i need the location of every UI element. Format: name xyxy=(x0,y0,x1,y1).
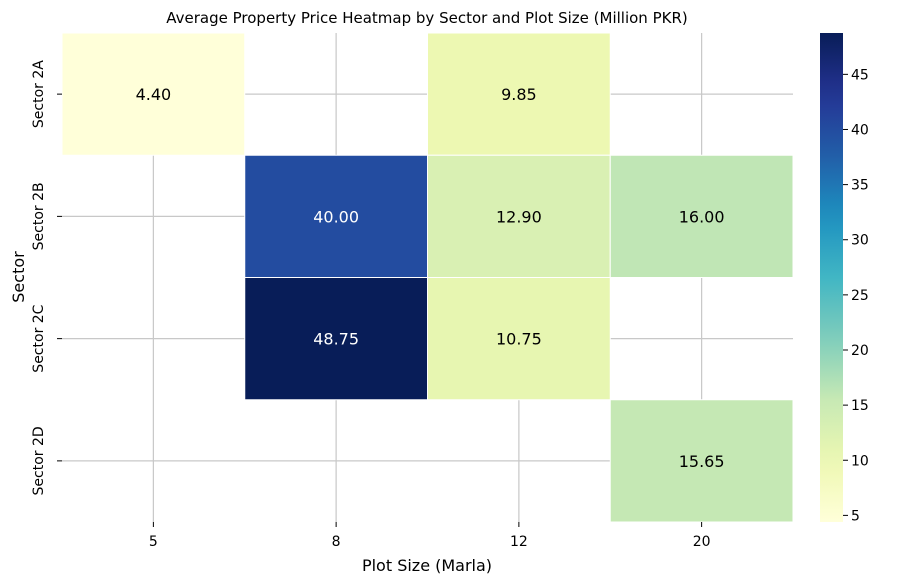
cell-value-label: 4.40 xyxy=(136,85,172,104)
cell-value-label: 15.65 xyxy=(679,452,725,471)
cell-value-label: 9.85 xyxy=(501,85,537,104)
colorbar xyxy=(820,33,843,522)
heatmap-cell xyxy=(427,277,611,401)
colorbar-tick-label: 20 xyxy=(851,343,869,359)
cell-value-label: 12.90 xyxy=(496,207,542,226)
colorbar-tick-label: 35 xyxy=(851,178,869,194)
heatmap-cell xyxy=(609,154,794,278)
colorbar-tick-label: 10 xyxy=(851,453,869,469)
y-tick-label: Sector 2C xyxy=(31,304,47,372)
x-tick-label: 5 xyxy=(149,534,158,550)
y-tick-label: Sector 2D xyxy=(31,426,47,495)
colorbar-tick-label: 45 xyxy=(851,67,869,83)
cell-value-label: 40.00 xyxy=(313,207,359,226)
y-axis-title: Sector xyxy=(9,251,28,303)
x-axis-title: Plot Size (Marla) xyxy=(362,556,492,575)
colorbar-tick-label: 25 xyxy=(851,288,869,304)
x-tick-label: 8 xyxy=(332,534,341,550)
cell-value-label: 48.75 xyxy=(313,330,359,349)
colorbar-tick-label: 15 xyxy=(851,398,869,414)
heatmap-cell xyxy=(609,399,794,523)
colorbar-tick-label: 5 xyxy=(851,508,860,524)
x-tick-label: 20 xyxy=(693,534,711,550)
x-tick-label: 12 xyxy=(510,534,528,550)
colorbar-tick-label: 40 xyxy=(851,122,869,138)
y-tick-label: Sector 2A xyxy=(31,60,47,128)
cell-value-label: 10.75 xyxy=(496,330,542,349)
heatmap-cell xyxy=(427,32,611,156)
cell-value-label: 16.00 xyxy=(679,207,725,226)
y-tick-label: Sector 2B xyxy=(31,182,47,250)
colorbar-tick-label: 30 xyxy=(851,233,869,249)
chart-title: Average Property Price Heatmap by Sector… xyxy=(166,9,687,27)
heatmap-cell xyxy=(244,154,428,278)
heatmap-cell xyxy=(244,277,428,401)
